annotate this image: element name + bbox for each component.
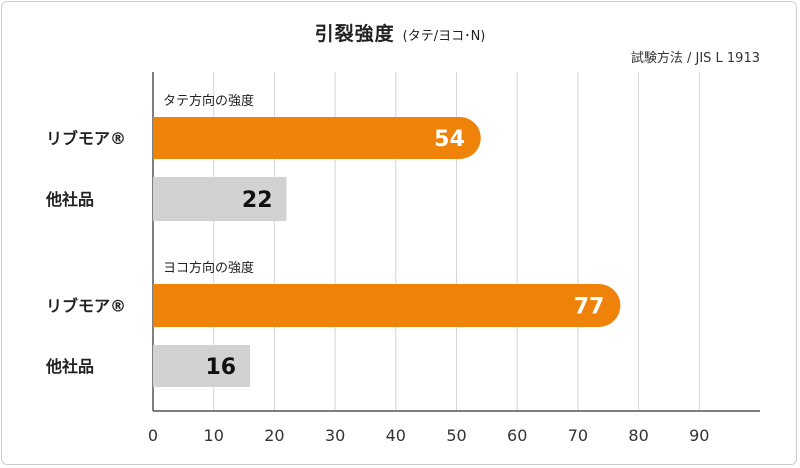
x-tick-label-30: 30	[325, 426, 345, 445]
bar-1-2	[153, 177, 287, 221]
value-label-1-1: 54	[434, 127, 465, 152]
x-tick-label-60: 60	[507, 426, 527, 445]
category-label-1-2: 他社品	[45, 190, 94, 209]
category-label-1-1: リブモア®	[46, 129, 126, 148]
group-label-2: ヨコ方向の強度	[163, 260, 254, 276]
chart-title: 引裂強度	[314, 23, 395, 45]
value-label-2-2: 16	[205, 355, 236, 380]
value-label-2-1: 77	[574, 295, 605, 320]
x-tick-label-50: 50	[446, 426, 466, 445]
x-tick-label-40: 40	[386, 426, 406, 445]
category-label-2-1: リブモア®	[46, 297, 126, 316]
bar-2-1	[153, 284, 621, 327]
x-tick-label-20: 20	[264, 426, 284, 445]
bar-1-1	[153, 117, 481, 159]
x-tick-label-0: 0	[148, 426, 158, 445]
chart-subtitle: (タテ/ヨコ･N)	[402, 29, 486, 44]
test-method-note: 試験方法 / JIS L 1913	[630, 51, 760, 66]
chart-title-block: 引裂強度 (タテ/ヨコ･N)	[0, 19, 800, 46]
bar-2-2	[153, 345, 251, 387]
x-tick-label-90: 90	[689, 426, 709, 445]
x-tick-label-10: 10	[204, 426, 224, 445]
group-label-1: タテ方向の強度	[163, 93, 254, 109]
category-label-2-2: 他社品	[45, 357, 94, 376]
x-tick-label-80: 80	[628, 426, 648, 445]
x-tick-label-70: 70	[568, 426, 588, 445]
value-label-1-2: 22	[242, 188, 273, 213]
